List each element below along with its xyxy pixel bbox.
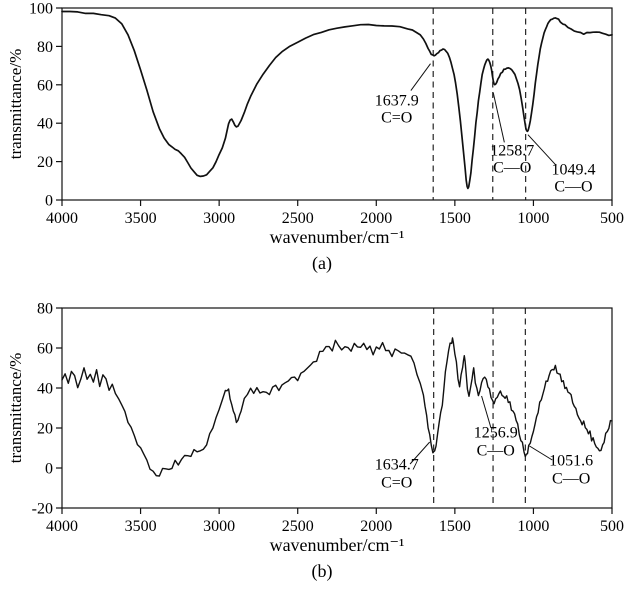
x-tick-label: 4000 bbox=[46, 210, 78, 227]
x-tick-label: 3500 bbox=[125, 210, 157, 227]
bond-label: C—O bbox=[554, 178, 593, 196]
x-tick-label: 2500 bbox=[282, 210, 314, 227]
y-tick-label: 60 bbox=[37, 77, 53, 94]
y-tick-label: 0 bbox=[45, 461, 53, 478]
annotation-leader-line bbox=[409, 441, 431, 465]
y-tick-label: 40 bbox=[37, 116, 53, 133]
x-tick-label: 1500 bbox=[439, 518, 471, 535]
x-tick-label: 500 bbox=[600, 210, 624, 227]
y-tick-label: -20 bbox=[32, 501, 53, 518]
y-tick-label: 20 bbox=[37, 421, 53, 438]
y-axis-label-a: transmittance/% bbox=[6, 48, 25, 160]
spectrum-curve bbox=[61, 10, 613, 190]
x-axis-label-b: wavenumber/cm⁻¹ bbox=[269, 535, 405, 555]
annotation-leader-line bbox=[410, 63, 431, 91]
y-tick-label: 80 bbox=[37, 39, 53, 56]
x-tick-label: 2000 bbox=[360, 210, 392, 227]
annotation-leader-line bbox=[481, 395, 492, 429]
panel-a: 4000 3500 3000 2500 2000 1500 1000 500 0 20 40 60 80… bbox=[0, 0, 628, 280]
panel-b: 4000 3500 3000 2500 2000 1500 1000 500 -20 0 20 40 6… bbox=[0, 298, 628, 593]
spectrum-chart-a: 4000 3500 3000 2500 2000 1500 1000 500 0 20 40 60 80… bbox=[29, 1, 624, 228]
peak-wavenumber: 1258.7 bbox=[490, 142, 535, 160]
plot-frame bbox=[61, 7, 613, 201]
peak-wavenumber: 1051.6 bbox=[549, 452, 594, 470]
bond-label: C=O bbox=[381, 109, 413, 127]
annotation-leader-line bbox=[527, 134, 557, 166]
annotation-peak-1637: 1637.9 C=O bbox=[375, 92, 419, 127]
x-tick-label: 3000 bbox=[203, 210, 235, 227]
annotation-peak-1258: 1258.7 C—O bbox=[490, 142, 534, 177]
x-tick-label: 1500 bbox=[439, 210, 471, 227]
peak-wavenumber: 1256.9 bbox=[473, 424, 518, 442]
panel-b-caption: (b) bbox=[311, 561, 333, 581]
annotation-peak-1256: 1256.9 C—O bbox=[474, 424, 518, 459]
panel-a-caption: (a) bbox=[312, 253, 332, 273]
x-tick-label: 1000 bbox=[517, 518, 549, 535]
x-tick-label: 2000 bbox=[360, 518, 392, 535]
spectrum-chart-b: 4000 3500 3000 2500 2000 1500 1000 500 -20 0 20 40 6… bbox=[32, 301, 624, 536]
bond-label: C—O bbox=[493, 159, 532, 177]
x-tick-label: 3000 bbox=[203, 518, 235, 535]
y-tick-label: 80 bbox=[37, 301, 53, 318]
y-tick-label: 20 bbox=[37, 154, 53, 171]
y-tick-label: 100 bbox=[29, 1, 53, 18]
bond-label: C—O bbox=[552, 470, 591, 487]
x-tick-label: 500 bbox=[600, 518, 624, 535]
peak-wavenumber: 1049.4 bbox=[551, 161, 596, 179]
bond-label: C=O bbox=[381, 474, 413, 491]
y-tick-label: 0 bbox=[45, 193, 53, 210]
annotation-peak-1634: 1634.7 C=O bbox=[375, 456, 419, 491]
annotation-leader-line bbox=[492, 92, 505, 143]
y-tick-label: 40 bbox=[37, 381, 53, 398]
y-axis-label-b: transmittance/% bbox=[6, 352, 25, 464]
annotation-peak-1051: 1051.6 C—O bbox=[549, 452, 593, 487]
x-tick-label: 4000 bbox=[46, 518, 78, 535]
peak-wavenumber: 1634.7 bbox=[374, 456, 419, 474]
plot-frame bbox=[61, 307, 613, 509]
bond-label: C—O bbox=[476, 442, 515, 459]
peak-wavenumber: 1637.9 bbox=[374, 92, 419, 110]
x-tick-label: 2500 bbox=[282, 518, 314, 535]
x-tick-label: 1000 bbox=[517, 210, 549, 227]
annotation-peak-1049: 1049.4 C—O bbox=[552, 161, 596, 196]
x-axis-label-a: wavenumber/cm⁻¹ bbox=[269, 227, 405, 247]
y-tick-label: 60 bbox=[37, 341, 53, 358]
annotation-leader-line bbox=[529, 445, 553, 461]
x-tick-label: 3500 bbox=[125, 518, 157, 535]
spectrum-curve bbox=[61, 337, 613, 477]
